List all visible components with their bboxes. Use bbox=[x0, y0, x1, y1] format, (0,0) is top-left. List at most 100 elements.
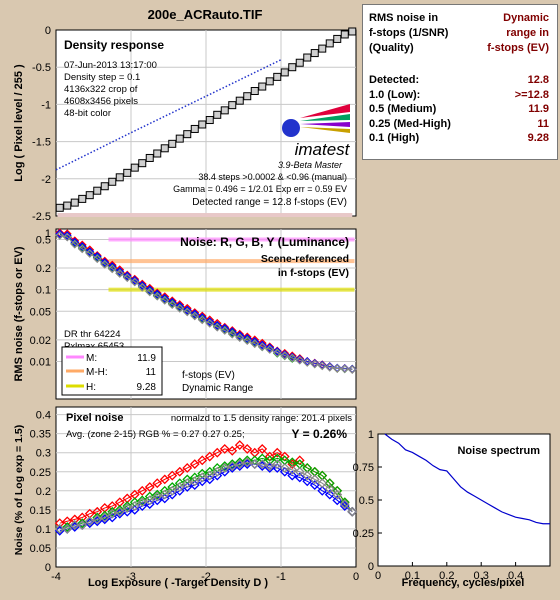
noise-point bbox=[152, 289, 162, 299]
noise-point bbox=[302, 357, 312, 367]
pixel-noise-title: Pixel noise bbox=[66, 412, 123, 424]
y-tick-label: 0.15 bbox=[30, 505, 51, 517]
x-tick-label: -2 bbox=[201, 571, 211, 583]
noise-point bbox=[302, 357, 312, 366]
x-tick-label: 0.3 bbox=[474, 570, 489, 582]
pixel-noise-point bbox=[197, 455, 208, 466]
pixel-noise-point bbox=[242, 457, 253, 468]
noise-point bbox=[62, 232, 72, 242]
noise-point bbox=[257, 340, 267, 350]
y-tick-label: 0.02 bbox=[30, 335, 51, 347]
noise-point bbox=[250, 337, 260, 346]
pixel-noise-point bbox=[219, 461, 230, 471]
pixel-noise-point bbox=[189, 480, 200, 491]
y-tick-label: 0.05 bbox=[30, 543, 51, 555]
density-point bbox=[198, 120, 207, 129]
y-tick-label: 1 bbox=[45, 228, 51, 240]
noise-point bbox=[220, 324, 230, 334]
noise-point bbox=[280, 350, 290, 359]
noise-point bbox=[100, 259, 110, 269]
dr-legend: M: M-H: H: 11.9 11 9.28 bbox=[61, 346, 163, 396]
y-noise-text: Y = 0.26% bbox=[292, 427, 348, 441]
pixel-noise-point bbox=[152, 491, 163, 502]
pixel-noise-ylabel: Noise (% of Log exp = 1.5) bbox=[13, 425, 25, 555]
y-tick-label: 0.5 bbox=[359, 495, 374, 507]
threshold-band bbox=[108, 259, 355, 264]
density-point bbox=[153, 149, 162, 158]
pixel-noise-point bbox=[159, 489, 170, 500]
x-tick-label: 0.2 bbox=[439, 570, 454, 582]
pixel-noise-point bbox=[189, 476, 200, 487]
noise-point bbox=[235, 331, 245, 340]
noise-series-line bbox=[59, 234, 353, 371]
noise-point bbox=[92, 253, 102, 262]
density-point bbox=[93, 186, 102, 195]
imatest-logo-text: imatest bbox=[295, 140, 351, 159]
density-point bbox=[280, 68, 289, 77]
density-point bbox=[273, 72, 282, 81]
noise-point bbox=[265, 342, 275, 352]
pixel-noise-point bbox=[137, 501, 148, 511]
pixel-noise-point bbox=[204, 474, 215, 485]
noise-point bbox=[205, 318, 215, 328]
x-tick-label: 0 bbox=[353, 571, 359, 583]
table-header-left: RMS noise in f-stops (1/SNR) (Quality) bbox=[369, 11, 448, 56]
noise-title: Noise: R, G, B, Y (Luminance) bbox=[180, 235, 349, 249]
pixel-noise-point bbox=[129, 504, 140, 515]
pixel-noise-point bbox=[84, 516, 95, 527]
density-info-date: 07-Jun-2013 13:17:00 bbox=[64, 60, 157, 71]
pixel-noise-point bbox=[294, 472, 305, 483]
noise-point bbox=[137, 280, 147, 290]
y-tick-label: 0 bbox=[368, 561, 374, 573]
y-tick-label: 0 bbox=[45, 562, 51, 574]
pixel-noise-point bbox=[219, 463, 230, 473]
noise-point bbox=[55, 230, 65, 240]
table-header-left-line: RMS noise in bbox=[369, 12, 439, 24]
pixel-noise-point bbox=[264, 461, 275, 471]
noise-point bbox=[340, 364, 350, 374]
pixel-noise-point bbox=[302, 470, 313, 481]
density-point bbox=[333, 34, 342, 43]
table-header-right: Dynamic range in f-stops (EV) bbox=[487, 11, 549, 56]
pixel-noise-point bbox=[77, 520, 88, 531]
noise-point bbox=[77, 244, 87, 254]
steps-text: 38.4 steps >0.0002 & <0.96 (manual) bbox=[198, 172, 347, 182]
detected-range-bar bbox=[57, 213, 353, 218]
legend-m-label: M: bbox=[86, 353, 97, 364]
x-tick-label: -1 bbox=[276, 571, 286, 583]
dr-thr-text: DR thr 64224 bbox=[64, 329, 121, 340]
pixel-noise-point bbox=[219, 466, 230, 477]
density-point bbox=[145, 153, 154, 162]
y-tick-label: 0.1 bbox=[36, 285, 51, 297]
noise-point bbox=[85, 248, 95, 257]
pixel-noise-point bbox=[347, 506, 358, 517]
noise-ylabel: RMS noise (f-stops or EV) bbox=[13, 246, 25, 381]
density-point bbox=[115, 173, 124, 182]
row-label: 1.0 (Low): bbox=[369, 88, 421, 101]
noise-point bbox=[205, 317, 215, 326]
noise-point bbox=[167, 300, 177, 309]
y-tick-label: 0.35 bbox=[30, 429, 51, 441]
legend-h-value: 9.28 bbox=[137, 382, 157, 393]
noise-point bbox=[325, 362, 335, 372]
pixel-noise-point bbox=[227, 445, 238, 456]
pixel-noise-point bbox=[279, 466, 290, 477]
noise-point bbox=[70, 237, 80, 247]
density-point bbox=[205, 116, 214, 125]
density-info-pixels: 4608x3456 pixels bbox=[64, 96, 138, 107]
y-tick-label: 0.3 bbox=[36, 448, 51, 460]
noise-point bbox=[212, 322, 222, 332]
noise-point bbox=[130, 274, 140, 284]
y-tick-label: -1 bbox=[41, 99, 51, 111]
pixel-noise-point bbox=[234, 440, 245, 451]
pixel-noise-point bbox=[257, 459, 268, 470]
pixel-noise-point bbox=[324, 489, 335, 500]
pixel-noise-point bbox=[324, 478, 335, 489]
noise-point bbox=[137, 282, 147, 292]
pixel-noise-point bbox=[69, 520, 80, 531]
table-header-right-line: f-stops (EV) bbox=[487, 42, 549, 54]
legend-mh-label: M-H: bbox=[86, 367, 108, 378]
y-tick-label: 0.25 bbox=[30, 467, 51, 479]
pixel-noise-point bbox=[332, 489, 343, 500]
noise-point bbox=[257, 342, 267, 352]
